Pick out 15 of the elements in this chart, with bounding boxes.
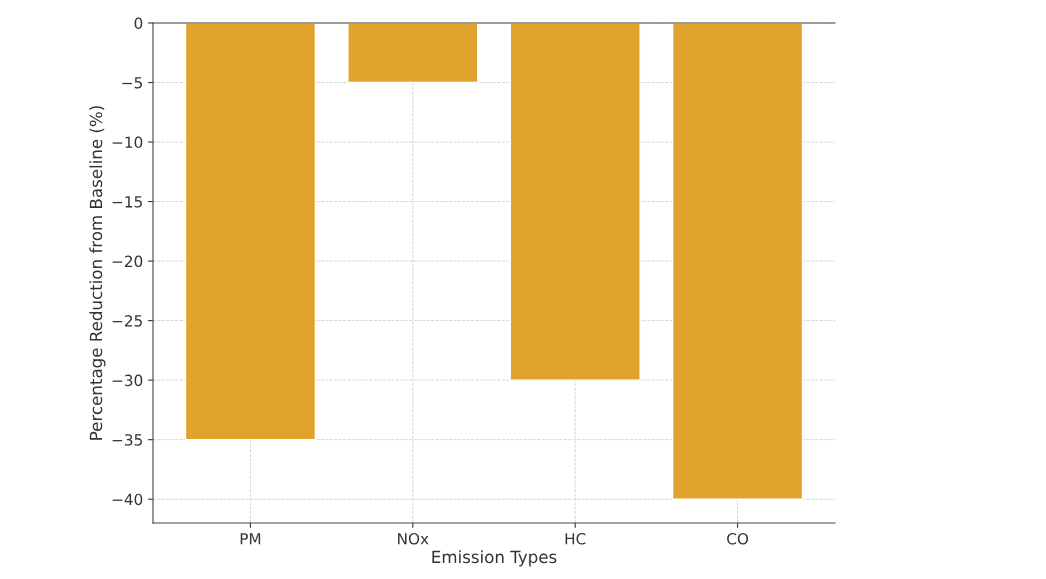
y-tick-label: −10 — [112, 136, 143, 149]
y-tick-label: −15 — [112, 196, 142, 208]
y-axis-title: Percentage Reduction from Baseline (%) — [89, 106, 106, 440]
y-tick-label: −25 — [112, 315, 142, 327]
x-tick-label: PM — [240, 533, 261, 545]
y-tick-label: −40 — [112, 493, 143, 506]
y-tick-label: −5 — [122, 77, 142, 89]
x-tick-label: CO — [727, 532, 749, 545]
x-axis-title: Emission Types — [432, 550, 557, 567]
y-tick-label: −35 — [112, 434, 142, 446]
y-tick-label: −20 — [112, 255, 143, 268]
y-tick-label: 0 — [134, 17, 143, 30]
x-tick-label: HC — [565, 532, 586, 545]
x-tick-label: NOx — [398, 532, 429, 545]
y-tick-label: −30 — [112, 374, 143, 387]
